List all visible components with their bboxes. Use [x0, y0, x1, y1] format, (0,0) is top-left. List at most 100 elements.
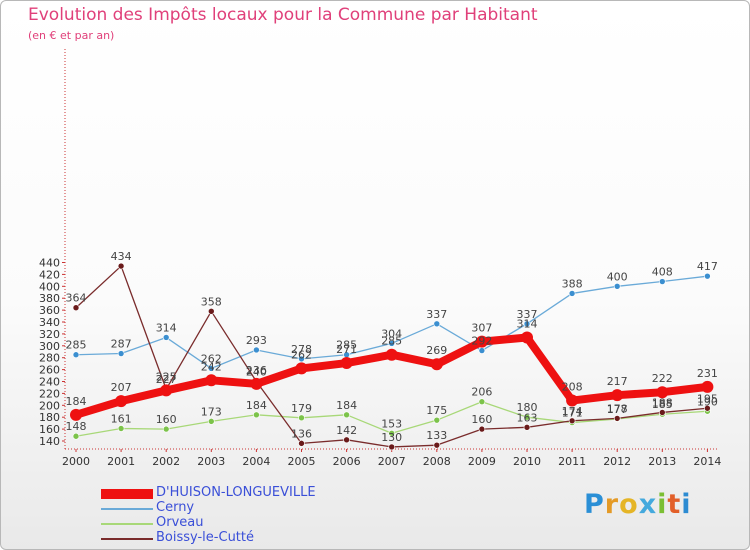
- point-cerny-2011: [568, 290, 576, 297]
- legend-label-cerny: Cerny: [156, 500, 195, 515]
- x-tick-label-2006: 2006: [333, 455, 361, 468]
- x-tick-label-2008: 2008: [423, 455, 451, 468]
- point-orveau-2000: [72, 432, 80, 440]
- data-label-dhuison-2014: 231: [697, 367, 718, 380]
- point-orveau-2001: [117, 425, 125, 432]
- x-tick-label-2009: 2009: [468, 455, 496, 468]
- point-boissy-2009: [478, 425, 486, 433]
- data-label-orveau-2000: 148: [66, 420, 87, 433]
- y-tick-label-400: 400: [39, 280, 60, 293]
- y-tick-label-220: 220: [39, 387, 60, 400]
- data-label-orveau-2014: 190: [697, 395, 718, 408]
- point-orveau-2004: [253, 411, 260, 419]
- data-label-boissy-2012: 178: [607, 402, 628, 415]
- point-dhuison-2013: [656, 386, 669, 399]
- y-tick-label-240: 240: [39, 376, 60, 389]
- data-label-cerny-2014: 417: [697, 260, 718, 273]
- data-label-cerny-2005: 278: [291, 343, 312, 356]
- data-label-cerny-2000: 285: [66, 339, 87, 352]
- data-label-cerny-2011: 388: [562, 277, 583, 290]
- data-label-dhuison-2007: 285: [381, 335, 402, 348]
- point-dhuison-2002: [160, 384, 173, 397]
- data-label-boissy-2006: 142: [336, 424, 357, 437]
- data-label-boissy-2003: 358: [201, 295, 222, 308]
- point-cerny-2009: [478, 347, 486, 354]
- data-label-orveau-2006: 184: [336, 399, 357, 412]
- data-label-orveau-2012: 177: [607, 403, 628, 416]
- point-boissy-2008: [433, 441, 441, 449]
- point-dhuison-2007: [385, 348, 398, 361]
- y-tick-label-440: 440: [39, 257, 60, 270]
- x-tick-label-2014: 2014: [693, 455, 721, 468]
- point-dhuison-2006: [340, 357, 353, 370]
- y-tick-label-200: 200: [39, 399, 60, 412]
- point-orveau-2003: [208, 418, 215, 425]
- x-tick-label-2013: 2013: [648, 455, 676, 468]
- data-label-dhuison-2001: 207: [111, 381, 132, 394]
- point-dhuison-2012: [611, 389, 624, 402]
- point-orveau-2002: [162, 425, 170, 433]
- x-tick-label-2003: 2003: [197, 455, 225, 468]
- x-tick-label-2012: 2012: [603, 455, 631, 468]
- x-tick-label-2011: 2011: [558, 455, 586, 468]
- data-label-cerny-2013: 408: [652, 266, 673, 279]
- point-cerny-2001: [117, 350, 125, 357]
- data-label-cerny-2012: 400: [607, 270, 628, 283]
- y-tick-label-140: 140: [39, 435, 60, 448]
- point-orveau-2005: [298, 414, 305, 422]
- data-label-boissy-2008: 133: [426, 429, 447, 442]
- point-orveau-2007: [388, 429, 396, 437]
- point-dhuison-2008: [430, 358, 443, 371]
- y-tick-label-300: 300: [39, 340, 60, 353]
- point-cerny-2002: [162, 334, 170, 341]
- data-label-orveau-2007: 153: [381, 417, 402, 430]
- point-orveau-2009: [478, 398, 486, 406]
- data-label-cerny-2008: 337: [426, 308, 447, 321]
- x-tick-label-2005: 2005: [288, 455, 316, 468]
- data-label-dhuison-2012: 217: [607, 375, 628, 388]
- data-label-cerny-2003: 262: [201, 352, 222, 365]
- data-label-boissy-2001: 434: [111, 250, 132, 263]
- data-label-dhuison-2009: 307: [471, 322, 492, 335]
- point-boissy-2010: [523, 424, 531, 431]
- data-label-boissy-2005: 136: [291, 427, 312, 440]
- y-tick-label-360: 360: [39, 304, 60, 317]
- chart-subtitle: (en € et par an): [28, 29, 115, 42]
- x-tick-label-2004: 2004: [242, 455, 270, 468]
- data-label-boissy-2013: 188: [652, 396, 673, 409]
- point-boissy-2013: [658, 409, 666, 416]
- point-dhuison-2004: [250, 377, 263, 390]
- data-label-dhuison-2005: 262: [291, 348, 312, 361]
- x-tick-label-2000: 2000: [62, 455, 90, 468]
- y-tick-label-380: 380: [39, 292, 60, 305]
- data-label-dhuison-2004: 236: [246, 364, 267, 377]
- data-label-boissy-2004: 240: [246, 366, 267, 379]
- x-tick-label-2010: 2010: [513, 455, 541, 468]
- data-label-dhuison-2003: 242: [201, 360, 222, 373]
- data-label-boissy-2011: 174: [562, 405, 583, 418]
- point-cerny-2008: [433, 320, 441, 328]
- point-cerny-2014: [704, 272, 711, 280]
- data-label-orveau-2004: 184: [246, 399, 267, 412]
- point-cerny-2000: [72, 351, 80, 359]
- data-label-cerny-2007: 304: [381, 327, 402, 340]
- data-label-boissy-2014: 195: [697, 392, 718, 405]
- point-boissy-2003: [208, 307, 215, 315]
- data-label-boissy-2009: 160: [471, 413, 492, 426]
- legend-label-boissy: Boissy-le-Cutté: [156, 530, 254, 545]
- legend-label-orveau: Orveau: [156, 515, 204, 530]
- proxiti-logo: Proxiti: [584, 489, 692, 520]
- chart-title: Evolution des Impôts locaux pour la Comm…: [28, 5, 538, 25]
- point-boissy-2006: [343, 436, 350, 444]
- data-label-orveau-2002: 160: [156, 413, 177, 426]
- y-tick-label-260: 260: [39, 364, 60, 377]
- y-tick-label-180: 180: [39, 411, 60, 424]
- point-dhuison-2011: [566, 394, 579, 407]
- x-tick-label-2002: 2002: [152, 455, 180, 468]
- data-label-cerny-2001: 287: [111, 338, 132, 351]
- x-tick-label-2007: 2007: [378, 455, 406, 468]
- point-cerny-2003: [208, 365, 215, 372]
- legend-swatch-dhuison: [101, 489, 153, 499]
- y-tick-label-160: 160: [39, 423, 60, 436]
- point-dhuison-2014: [701, 380, 714, 393]
